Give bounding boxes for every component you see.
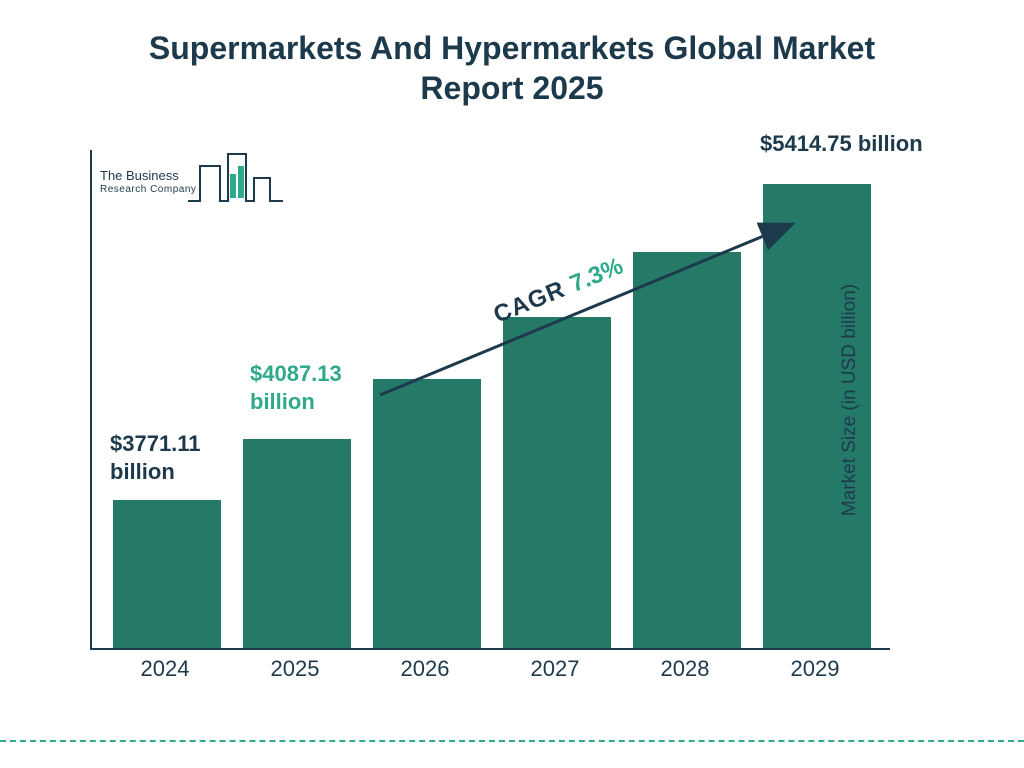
value-callout: $5414.75 billion [760, 130, 1020, 158]
chart-title: Supermarkets And Hypermarkets Global Mar… [102, 0, 922, 108]
plot-frame [90, 150, 890, 650]
x-tick-label: 2027 [495, 656, 615, 682]
bars-container [92, 148, 892, 648]
value-callout: $3771.11billion [110, 430, 250, 485]
bar [633, 252, 741, 648]
bar [113, 500, 221, 648]
chart-area: 2024 2025 2026 2027 2028 2029 Market Size (in… [90, 150, 930, 685]
bar [503, 317, 611, 648]
x-tick-label: 2024 [105, 656, 225, 682]
x-axis-labels: 2024 2025 2026 2027 2028 2029 [90, 656, 890, 682]
bar-slot [367, 379, 487, 648]
y-axis-label: Market Size (in USD billion) [839, 284, 861, 516]
x-tick-label: 2028 [625, 656, 745, 682]
value-callout: $4087.13billion [250, 360, 390, 415]
bar-slot [107, 500, 227, 648]
bar [243, 439, 351, 648]
bar [373, 379, 481, 648]
bottom-dashed-divider [0, 740, 1024, 742]
x-tick-label: 2025 [235, 656, 355, 682]
bar-slot [497, 317, 617, 648]
bar-slot [627, 252, 747, 648]
x-tick-label: 2029 [755, 656, 875, 682]
x-tick-label: 2026 [365, 656, 485, 682]
bar-slot [237, 439, 357, 648]
